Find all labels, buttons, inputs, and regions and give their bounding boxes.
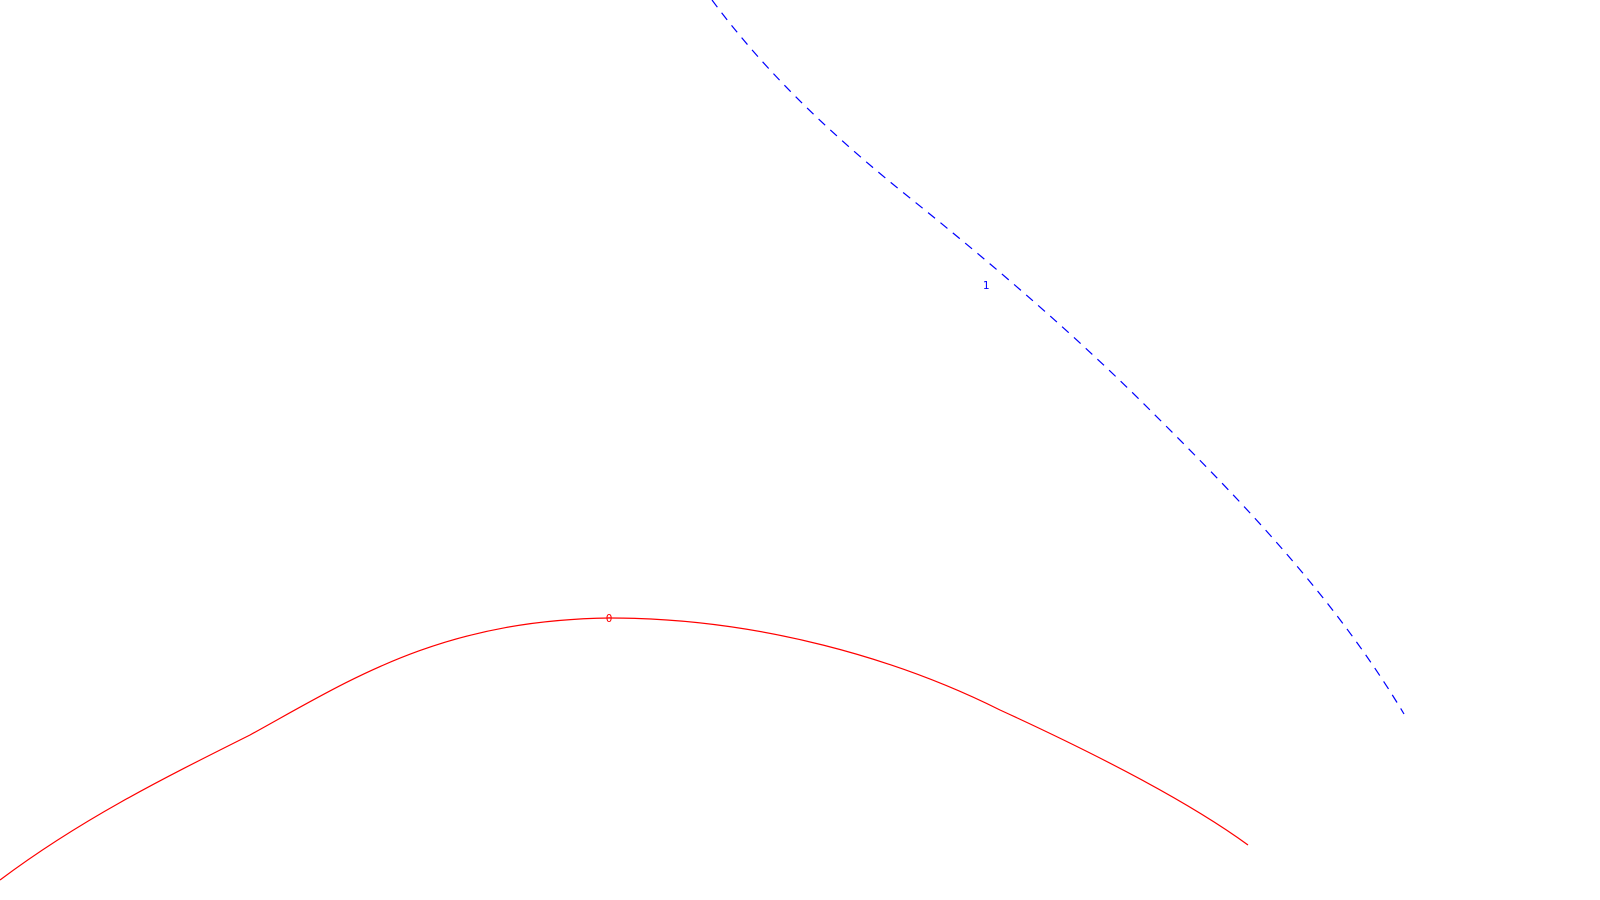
curve-0-label: 0 xyxy=(606,612,613,625)
curve-1-line xyxy=(711,0,1405,715)
curve-1-label: 1 xyxy=(983,279,990,292)
curve-0-line xyxy=(0,617,1249,881)
